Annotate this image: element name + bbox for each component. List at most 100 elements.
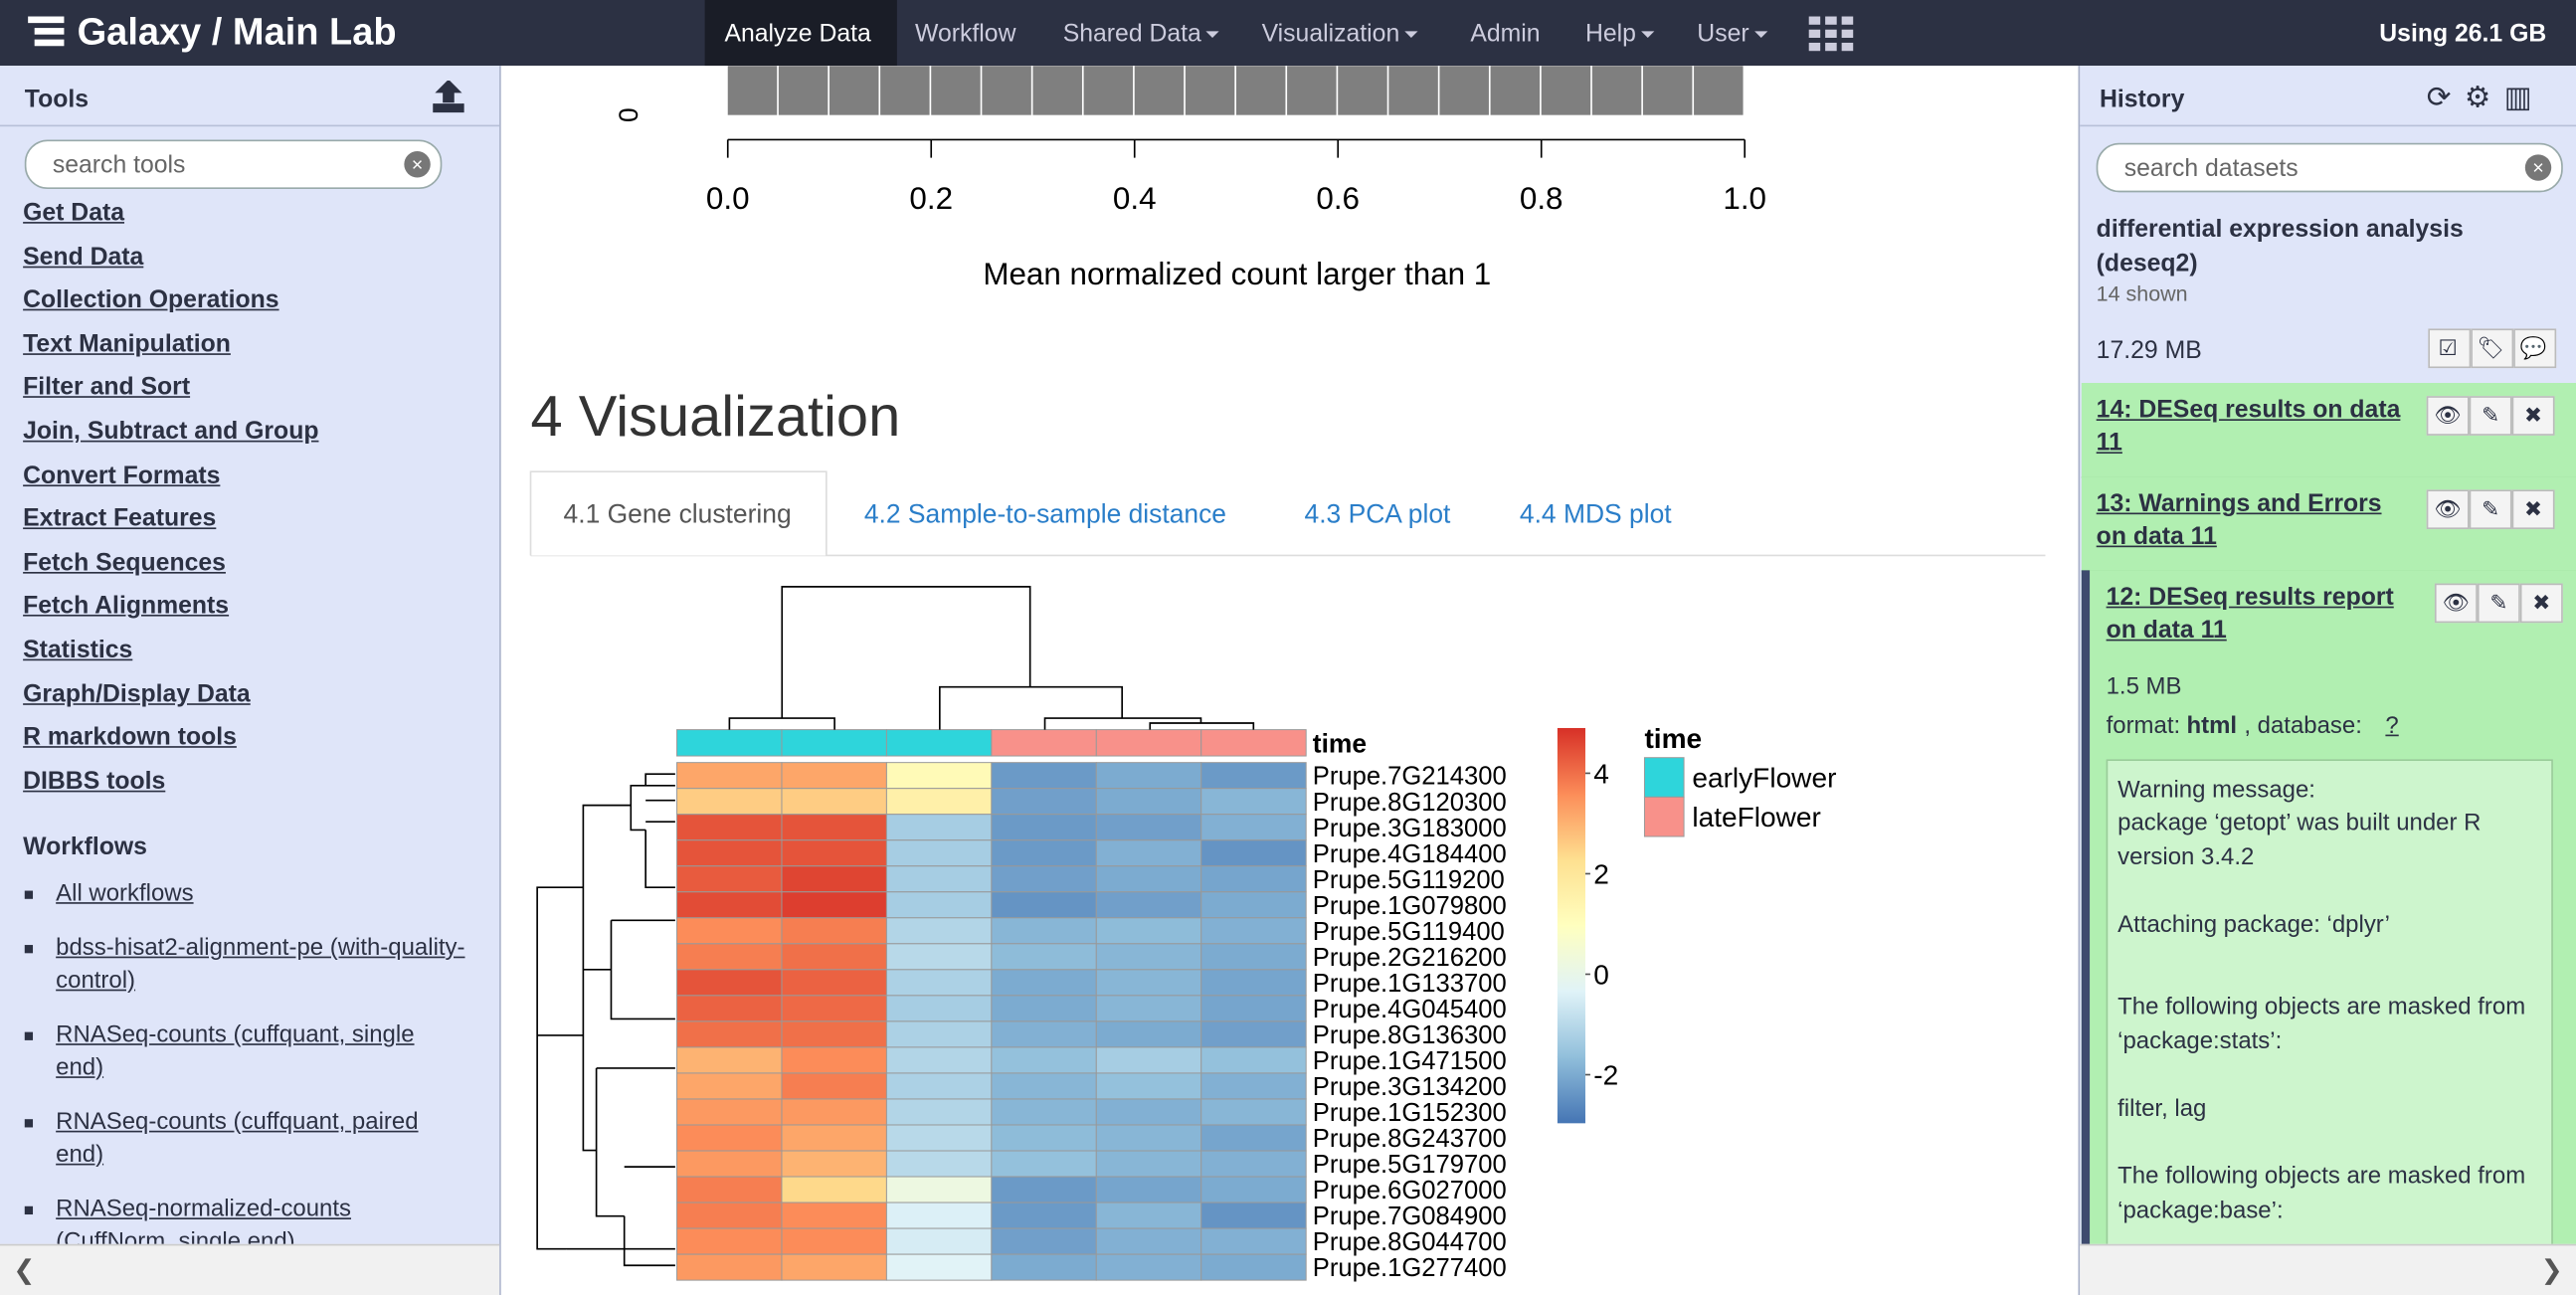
tab[interactable]: 4.4 MDS plot [1520, 498, 1672, 528]
row-label: Prupe.2G216200 [1313, 944, 1507, 972]
dataset: 12: DESeq results report on data 11 👁 ✎ ✖ 1.… [2081, 570, 2576, 1295]
galaxy-logo[interactable] [28, 15, 68, 51]
apps-icon[interactable] [1808, 16, 1855, 53]
workflow-link[interactable]: bdss-hisat2-alignment-pe (with-quality-c… [56, 935, 465, 995]
heatmap-cell [781, 762, 887, 790]
dataset-button[interactable]: ✖ [2511, 489, 2555, 530]
tool-section[interactable]: Convert Formats [23, 461, 221, 489]
tool-panel: search tools × Tools Get Data Send Data Coll… [0, 66, 501, 1295]
tab[interactable]: 4.2 Sample-to-sample distance [864, 498, 1226, 528]
heatmap-cell [991, 943, 1097, 971]
dataset-title[interactable]: 14: DESeq results on data 11 [2096, 396, 2401, 458]
row-label: Prupe.7G214300 [1313, 763, 1507, 791]
tool-section[interactable]: Filter and Sort [23, 373, 191, 402]
heatmap-cell [885, 788, 993, 816]
heatmap-cell [781, 865, 887, 893]
dataset-title[interactable]: 12: DESeq results report on data 11 [2106, 583, 2394, 645]
tool-section[interactable]: Fetch Alignments [23, 592, 230, 621]
legend-label: lateFlower [1692, 802, 1821, 832]
tool-section[interactable]: Fetch Sequences [23, 548, 226, 577]
clear-search[interactable]: × [404, 151, 431, 178]
y-tick-label: 0 [614, 107, 644, 122]
heatmap-cell [991, 1202, 1097, 1229]
heatmap-cell [1200, 762, 1307, 790]
tool-section[interactable]: Send Data [23, 242, 144, 271]
dataset-button[interactable]: 👁 [2434, 583, 2478, 624]
heatmap-cell [1095, 1072, 1202, 1100]
heatmap-cell [1200, 1176, 1307, 1203]
upload-icon[interactable] [431, 80, 466, 113]
heatmap-cell [676, 1176, 783, 1203]
brand[interactable]: Galaxy / Main Lab [77, 9, 397, 53]
history-search[interactable]: search datasets × [2096, 142, 2563, 193]
row-label: Prupe.4G045400 [1313, 996, 1507, 1023]
nav-item[interactable]: Admin [1470, 19, 1541, 48]
heatmap-cell [676, 839, 783, 867]
tool-section[interactable]: Statistics [23, 636, 133, 664]
tool-section[interactable]: Collection Operations [23, 285, 279, 314]
dataset-button[interactable]: ✎ [2469, 489, 2512, 530]
heatmap-cell [676, 969, 783, 997]
nav-item[interactable]: Analyze Data [724, 19, 871, 48]
tool-section[interactable]: Get Data [23, 198, 125, 228]
bullet [24, 1119, 34, 1128]
heatmap-cell [991, 1150, 1097, 1178]
tool-section[interactable]: DIBBS tools [23, 767, 166, 796]
dataset-button[interactable]: 👁 [2426, 396, 2470, 436]
heatmap-cell [1095, 1150, 1202, 1178]
dataset-title[interactable]: 13: Warnings and Errors on data 11 [2096, 489, 2382, 551]
tool-section[interactable]: R markdown tools [23, 723, 237, 752]
nav-item[interactable]: Visualization [1262, 20, 1418, 48]
left-scrollbar[interactable]: ❮ [0, 1243, 500, 1295]
workflow-link[interactable]: RNASeq-normalized-counts (CuffNorm, sing… [56, 1196, 352, 1256]
tool-section[interactable]: Extract Features [23, 504, 217, 533]
histogram-bar [828, 66, 879, 115]
dataset-button[interactable]: ✖ [2519, 583, 2563, 624]
heatmap-cell [781, 891, 887, 919]
heatmap-cell [885, 1020, 993, 1048]
workflow-link[interactable]: All workflows [56, 880, 194, 908]
heatmap-cell [991, 865, 1097, 893]
color-scale [1557, 1056, 1585, 1124]
row-label: Prupe.6G027000 [1313, 1177, 1507, 1204]
right-scrollbar[interactable]: ❯ [2080, 1243, 2576, 1295]
dataset-button[interactable]: 👁 [2426, 489, 2470, 530]
history-name[interactable]: differential expression analysis (deseq2… [2096, 215, 2464, 278]
bullet [24, 945, 34, 954]
tab[interactable]: 4.3 PCA plot [1305, 498, 1452, 528]
history-actions[interactable]: ☑ 🏷 💬 [2428, 328, 2557, 369]
heatmap-cell [1095, 917, 1202, 945]
heatmap-cell [1200, 1253, 1307, 1281]
history-panel: ⟳⚙▥ search datasets × ☑ 🏷 💬 History differen… [2078, 66, 2576, 1295]
workflow-link[interactable]: RNASeq-counts (cuffquant, single end) [56, 1021, 415, 1082]
workflow-link[interactable]: RNASeq-counts (cuffquant, paired end) [56, 1109, 419, 1169]
tool-section[interactable]: Join, Subtract and Group [23, 417, 319, 446]
dataset-button[interactable]: ✎ [2477, 583, 2520, 624]
row-label: Prupe.5G179700 [1313, 1151, 1507, 1179]
heatmap-cell [676, 1098, 783, 1126]
nav-item[interactable]: User [1697, 20, 1766, 48]
heatmap-cell [781, 1020, 887, 1048]
history-options-icons[interactable]: ⟳⚙▥ [2426, 80, 2546, 114]
nav-item[interactable]: Shared Data [1063, 20, 1219, 48]
heatmap-cell [885, 943, 993, 971]
heatmap-cell [781, 1227, 887, 1255]
format-label: format: [2106, 713, 2181, 740]
dataset-button[interactable]: ✖ [2511, 396, 2555, 436]
tool-section[interactable]: Text Manipulation [23, 329, 231, 358]
tool-section[interactable]: Graph/Display Data [23, 679, 251, 708]
dataset-button[interactable]: ✎ [2469, 396, 2512, 436]
heatmap-cell [885, 762, 993, 790]
database[interactable]: ? [2385, 713, 2399, 740]
nav-item[interactable]: Workflow [915, 19, 1016, 48]
database-label: , database: [2244, 713, 2369, 740]
heatmap-cell [991, 1072, 1097, 1100]
tab[interactable]: 4.1 Gene clustering [564, 498, 792, 528]
histogram-bar [1083, 66, 1134, 115]
tool-search[interactable]: search tools × [24, 139, 443, 190]
nav-item[interactable]: Help [1585, 20, 1654, 48]
row-label: Prupe.3G134200 [1313, 1073, 1507, 1101]
clear-search[interactable]: × [2524, 154, 2552, 181]
